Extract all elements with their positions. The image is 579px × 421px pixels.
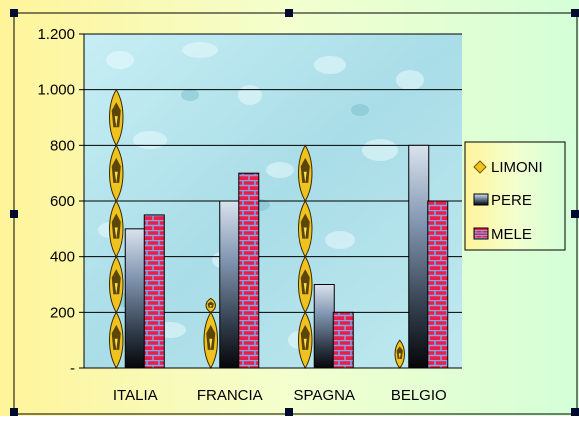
selection-handle-bottom-right[interactable]	[571, 408, 579, 416]
bars	[109, 88, 449, 369]
bar-pere-italia	[124, 228, 146, 369]
y-tick-labels: - 200 400 600 800 1.000 1.200	[37, 26, 75, 377]
bar-mele-belgio	[427, 200, 449, 369]
bar-limoni-italia	[109, 88, 124, 369]
y-tick-label: -	[70, 360, 75, 377]
selection-handles[interactable]	[10, 9, 579, 416]
selection-handle-bottom-center[interactable]	[285, 408, 293, 416]
legend-swatch-mele	[473, 227, 489, 240]
selection-handle-bottom-left[interactable]	[10, 408, 18, 416]
bar-limoni-belgio	[394, 339, 405, 369]
bar-pere-francia	[219, 200, 241, 369]
legend-item-limoni: LIMONI	[473, 159, 543, 176]
legend-label: MELE	[491, 226, 532, 243]
y-tick-label: 400	[50, 249, 75, 266]
legend-label: PERE	[491, 192, 532, 209]
y-tick-label: 800	[50, 137, 75, 154]
selection-handle-middle-left[interactable]	[10, 210, 18, 218]
bar-limoni-spagna	[298, 144, 313, 369]
selection-handle-top-right[interactable]	[571, 9, 579, 17]
lemon-icon	[473, 160, 487, 174]
selection-handle-top-center[interactable]	[285, 9, 293, 17]
legend-item-pere: PERE	[473, 192, 532, 209]
bar-mele-italia	[143, 214, 165, 369]
x-tick-label: BELGIO	[391, 387, 447, 404]
selection-handle-middle-right[interactable]	[571, 210, 579, 218]
x-tick-label: ITALIA	[113, 387, 158, 404]
x-tick-label: SPAGNA	[294, 387, 355, 404]
bar-limoni-francia	[203, 297, 218, 369]
bar-mele-spagna	[332, 311, 354, 369]
selection-handle-top-left[interactable]	[10, 9, 18, 17]
y-tick-label: 600	[50, 193, 75, 210]
y-tick-label: 200	[50, 304, 75, 321]
y-tick-label: 1.200	[37, 26, 75, 43]
y-tick-label: 1.000	[37, 82, 75, 99]
legend-swatch-pere	[473, 193, 489, 206]
x-tick-label: FRANCIA	[197, 387, 263, 404]
legend-label: LIMONI	[491, 159, 543, 176]
bar-mele-francia	[238, 172, 260, 369]
x-tick-labels: ITALIA FRANCIA SPAGNA BELGIO	[113, 387, 447, 404]
legend: LIMONI PERE MELE	[464, 141, 566, 251]
bar-pere-belgio	[408, 144, 430, 369]
bar-pere-spagna	[313, 284, 335, 369]
legend-item-mele: MELE	[473, 226, 532, 243]
